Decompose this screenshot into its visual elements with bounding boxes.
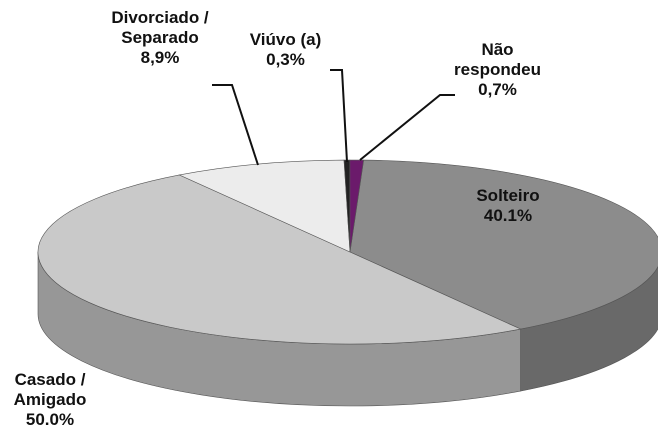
slice-label: Solteiro 40.1%: [463, 186, 553, 226]
category-label: Solteiro: [476, 186, 540, 205]
category-label: Viúvo (a): [249, 30, 322, 49]
value-label: 8,9%: [140, 48, 180, 67]
slice: [37, 174, 522, 345]
category-label: Não respondeu: [454, 40, 541, 79]
slice: [349, 159, 364, 253]
slice-label: Não respondeu 0,7%: [450, 40, 545, 100]
category-label: Casado / Amigado: [13, 370, 87, 409]
category-label: Divorciado / Separado: [111, 8, 209, 47]
slice: [349, 159, 658, 330]
value-label: 0,3%: [266, 50, 305, 69]
leader-line: [212, 84, 259, 166]
leader-line: [359, 94, 455, 161]
leader-line: [330, 69, 348, 163]
value-label: 0,7%: [478, 80, 517, 99]
slice-label: Divorciado / Separado 8,9%: [105, 8, 215, 68]
slice-label: Casado / Amigado 50.0%: [0, 370, 100, 430]
slice-label: Viúvo (a) 0,3%: [238, 30, 333, 70]
value-label: 50.0%: [25, 410, 75, 429]
value-label: 40.1%: [483, 206, 533, 225]
